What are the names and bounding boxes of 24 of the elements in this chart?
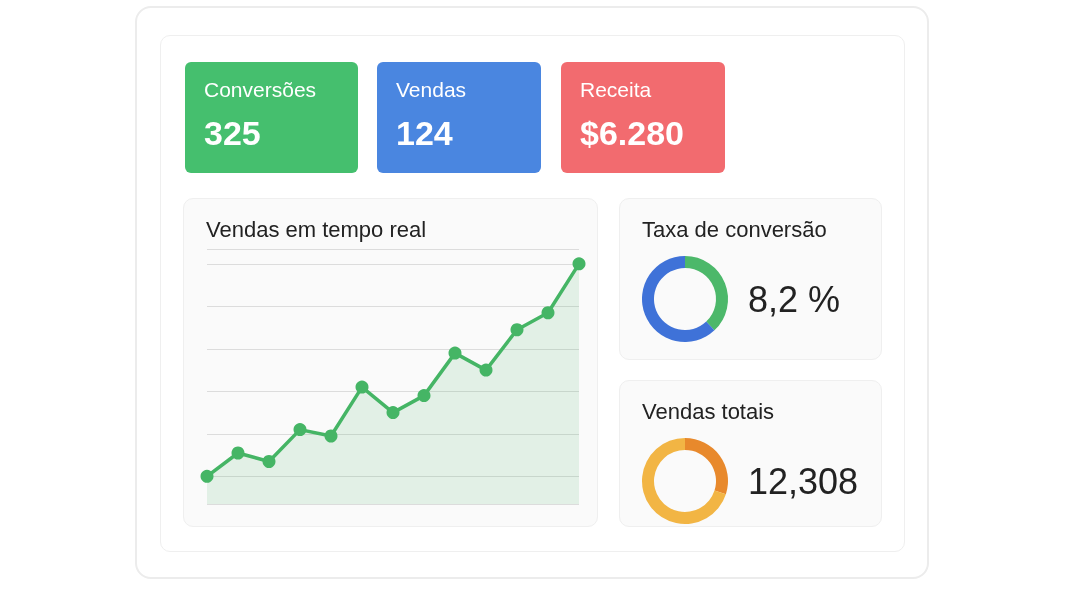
text: Conversões xyxy=(204,78,318,102)
point xyxy=(262,455,276,468)
chart-title: Vendas em tempo real xyxy=(206,217,427,243)
chart-title: Vendas totais xyxy=(642,399,775,425)
point xyxy=(355,380,369,394)
point xyxy=(448,346,462,360)
text: Vendas xyxy=(396,78,468,102)
text: 325 xyxy=(204,114,262,153)
point xyxy=(417,389,431,403)
text: Receita xyxy=(580,78,653,102)
point xyxy=(572,257,586,271)
chart-title: Taxa de conversão xyxy=(642,217,827,243)
point xyxy=(479,363,493,377)
point xyxy=(231,446,245,460)
point xyxy=(200,469,214,483)
text: 8,2 % xyxy=(748,279,841,321)
text: 12,308 xyxy=(748,461,859,503)
point xyxy=(510,323,524,337)
point xyxy=(293,423,307,437)
text: 124 xyxy=(396,114,454,153)
point xyxy=(541,306,555,320)
point xyxy=(324,429,338,443)
point xyxy=(386,406,400,420)
text: $6.280 xyxy=(580,114,685,153)
